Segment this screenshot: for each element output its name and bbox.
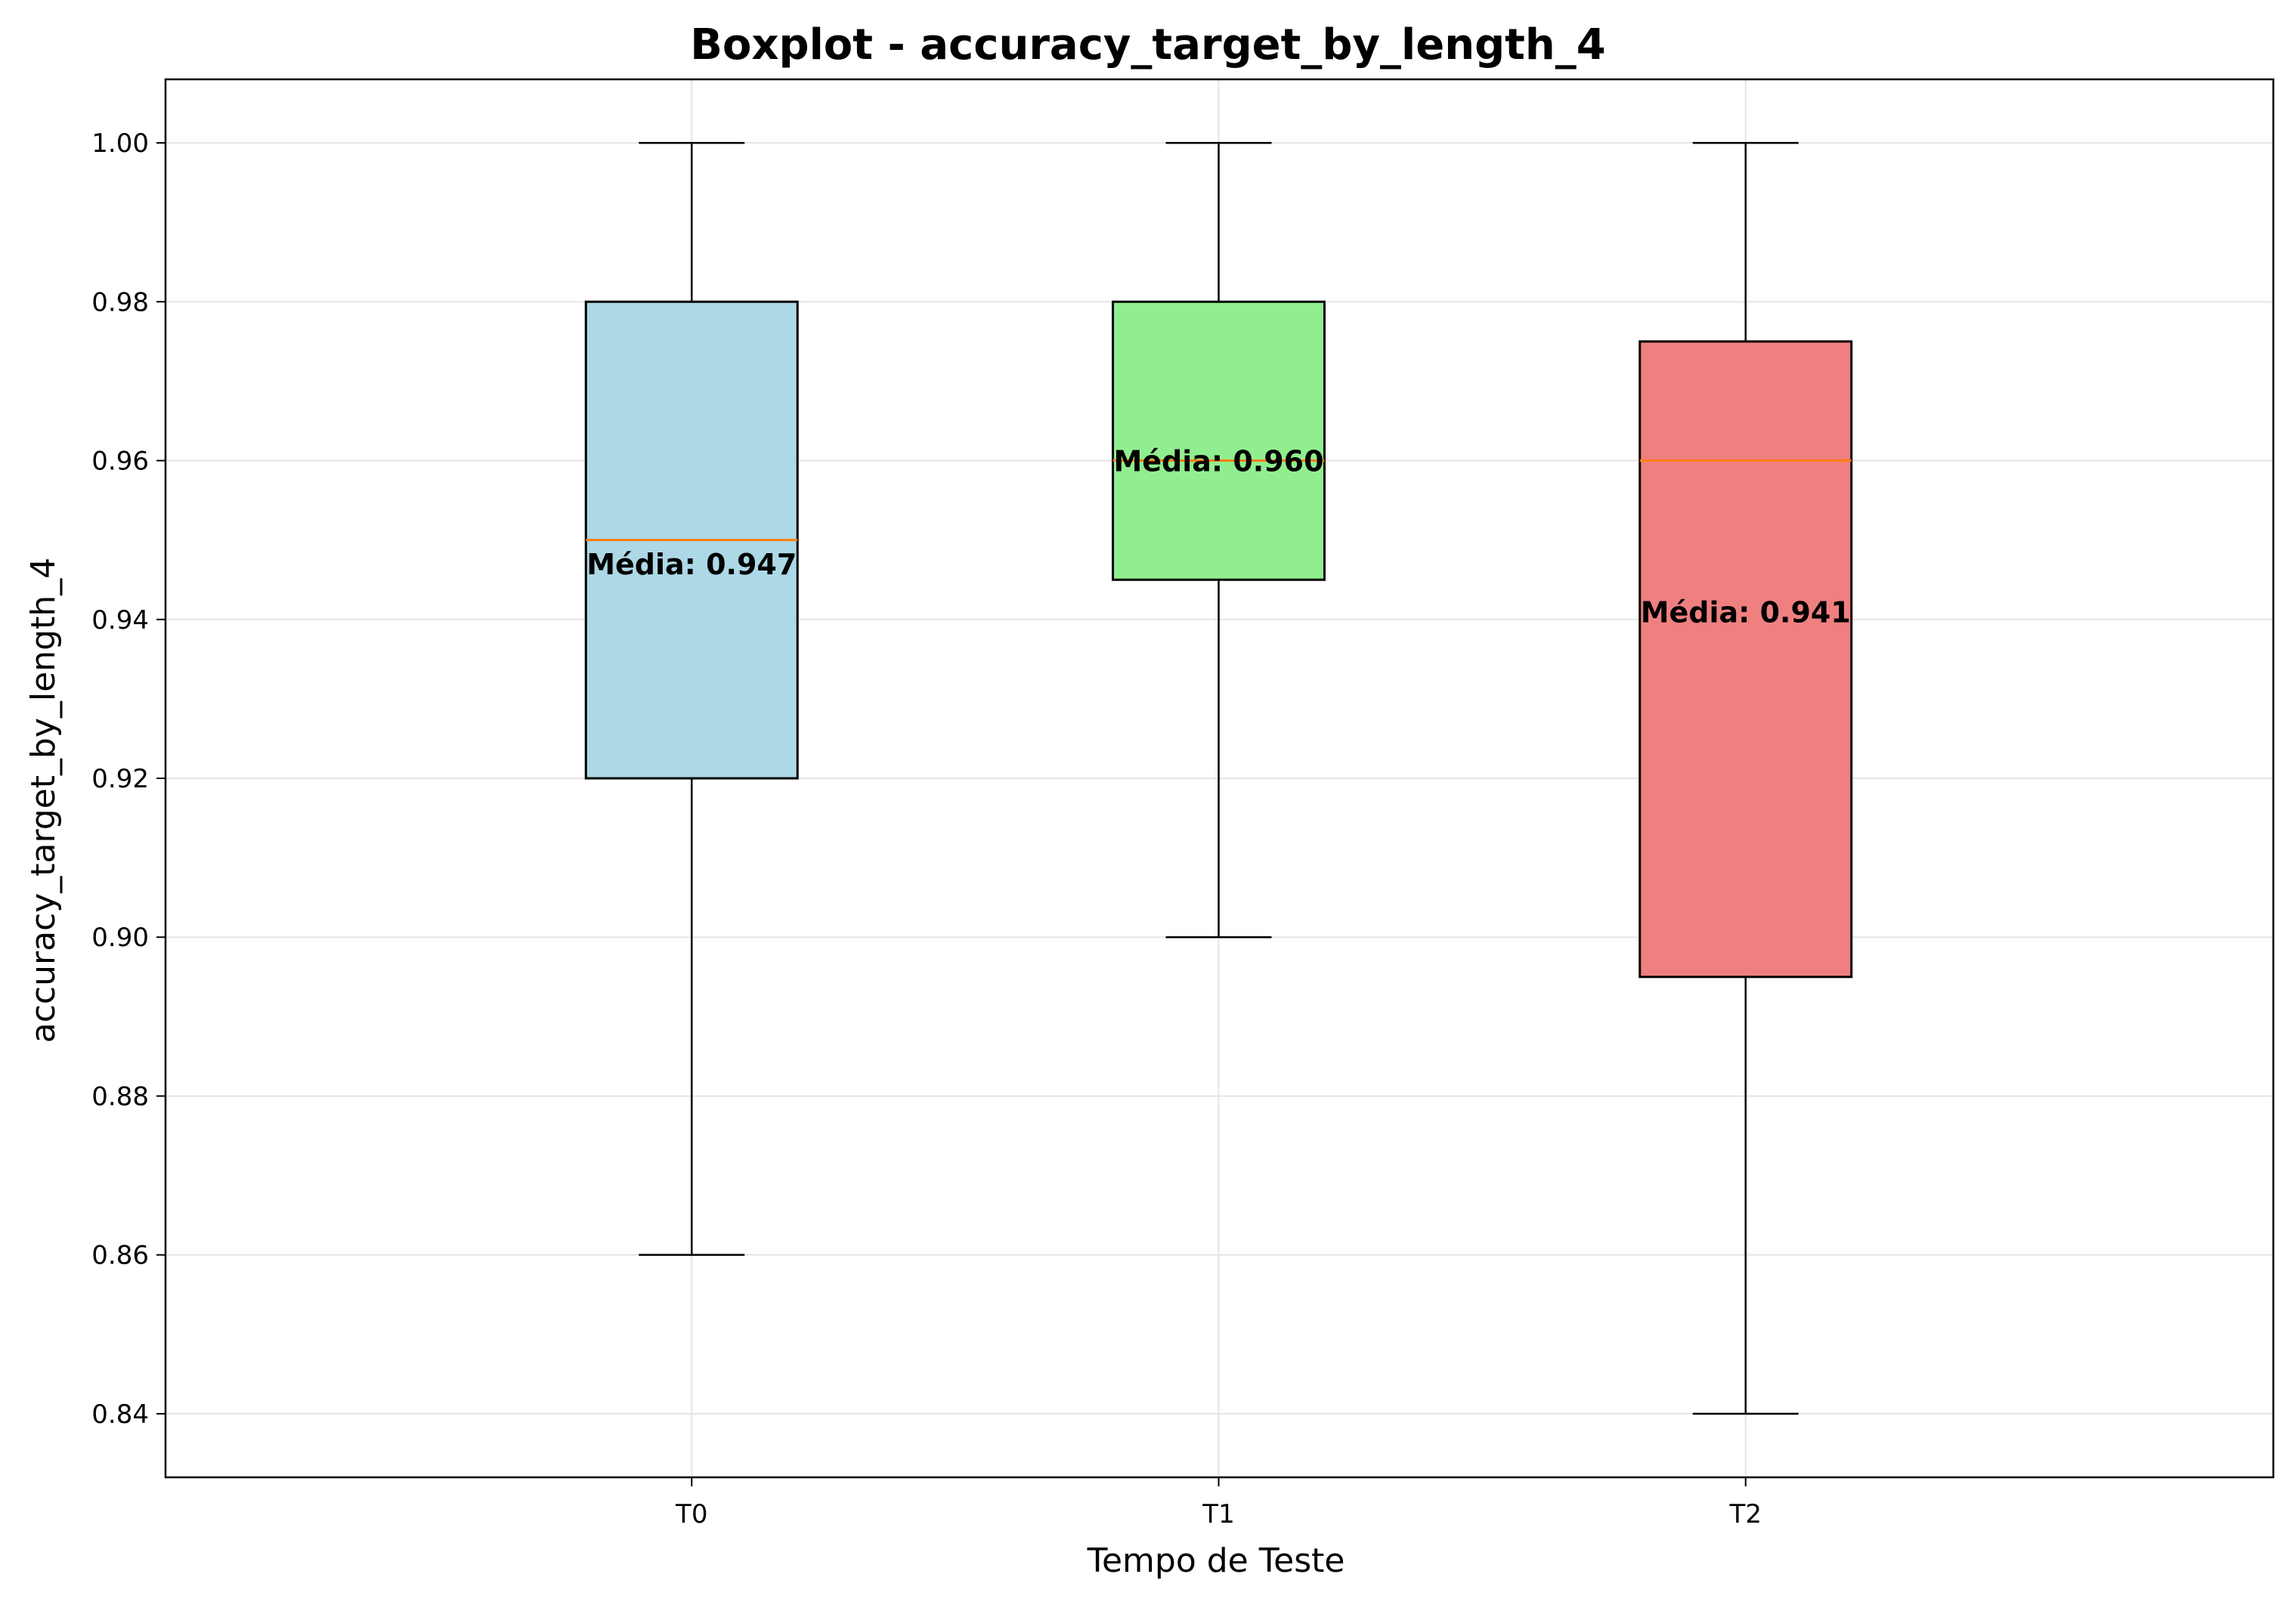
box-t2 [1638,141,1853,1415]
y-tick-label: 0.96 [91,447,149,477]
mean-label-t1: Média: 0.960 [1113,445,1323,478]
box-t1 [1112,141,1326,939]
y-tick-label: 0.88 [91,1081,149,1112]
x-tick-label: T2 [1729,1499,1762,1529]
x-tick-label: T0 [675,1499,707,1529]
x-tick-label: T1 [1202,1499,1234,1529]
y-tick-label: 1.00 [91,128,149,159]
chart-title: Boxplot - accuracy_target_by_length_4 [690,20,1606,70]
y-tick-label: 0.92 [91,764,149,794]
box-t0 [584,141,799,1256]
mean-labels: Média: 0.947 Média: 0.960 Média: 0.941 [586,445,1851,629]
y-tick-label: 0.90 [91,923,149,953]
iqr-box [1638,340,1853,979]
mean-label-t2: Média: 0.941 [1641,595,1851,629]
y-tick-label: 0.84 [91,1399,149,1430]
y-tick-label: 0.86 [91,1241,149,1271]
x-axis-label: Tempo de Teste [1087,1542,1345,1580]
y-axis-label: accuracy_target_by_length_4 [24,558,63,1044]
mean-label-t0: Média: 0.947 [586,548,797,581]
y-tick-label: 0.94 [91,605,149,636]
y-tick-label: 0.98 [91,287,149,317]
iqr-box [1112,300,1326,581]
boxes [584,141,1853,1415]
axis-ticks: 0.84 0.86 0.88 0.90 0.92 0.94 0.96 0.98 1.00 T0 T1… [91,128,1762,1529]
